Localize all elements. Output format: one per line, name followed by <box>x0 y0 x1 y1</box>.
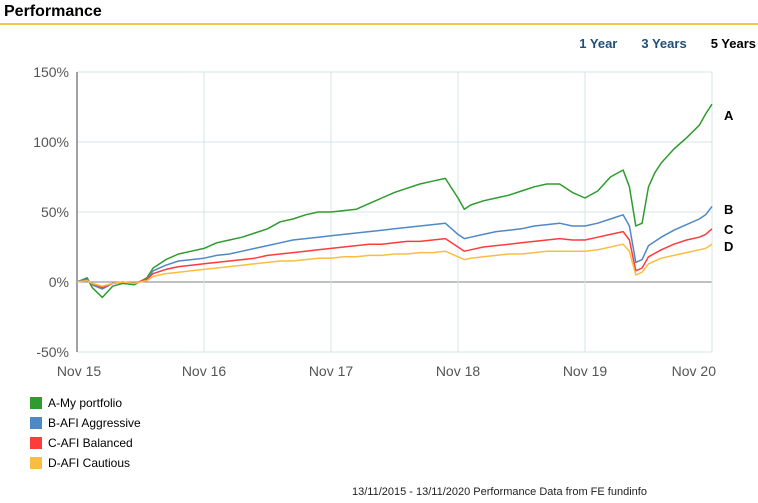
x-tick-label: Nov 17 <box>309 363 354 379</box>
y-tick-label: 0% <box>49 274 69 290</box>
series-line-d <box>76 243 713 287</box>
chart-legend: A-My portfolio B-AFI Aggressive C-AFI Ba… <box>30 393 141 473</box>
x-tick-label: Nov 16 <box>182 363 227 379</box>
legend-item-a[interactable]: A-My portfolio <box>30 393 141 413</box>
end-label-a: A <box>724 108 734 123</box>
x-tick-label: Nov 18 <box>436 363 481 379</box>
period-tabs: 1 Year 3 Years 5 Years <box>579 36 756 51</box>
legend-swatch-c <box>30 437 42 449</box>
performance-chart: 150% 100% 50% 0% -50% Nov 15 Nov 16 Nov 17 Nov 1… <box>33 64 734 379</box>
end-label-b: B <box>724 202 733 217</box>
series-line-a <box>76 103 713 299</box>
series-line-c <box>76 228 713 289</box>
x-tick-label: Nov 20 <box>672 363 717 379</box>
header-divider <box>0 23 758 25</box>
legend-label-b: B-AFI Aggressive <box>48 416 141 430</box>
tab-5-years[interactable]: 5 Years <box>710 36 756 51</box>
legend-swatch-b <box>30 417 42 429</box>
data-source-note: 13/11/2015 - 13/11/2020 Performance Data… <box>352 486 647 498</box>
legend-item-b[interactable]: B-AFI Aggressive <box>30 413 141 433</box>
y-tick-label: 50% <box>41 204 69 220</box>
legend-item-d[interactable]: D-AFI Cautious <box>30 453 141 473</box>
y-tick-label: 100% <box>33 134 69 150</box>
x-tick-label: Nov 19 <box>563 363 608 379</box>
end-label-c: C <box>724 222 734 237</box>
legend-swatch-a <box>30 397 42 409</box>
legend-label-d: D-AFI Cautious <box>48 456 131 470</box>
series-line-b <box>76 205 713 290</box>
series-lines <box>76 103 713 299</box>
tab-3-years[interactable]: 3 Years <box>641 36 687 51</box>
legend-swatch-d <box>30 457 42 469</box>
panel-header: Performance <box>0 0 758 26</box>
end-label-d: D <box>724 239 733 254</box>
legend-item-c[interactable]: C-AFI Balanced <box>30 433 141 453</box>
grid-lines <box>77 71 713 353</box>
tick-labels: 150% 100% 50% 0% -50% Nov 15 Nov 16 Nov 17 Nov 1… <box>33 64 734 379</box>
x-tick-label: Nov 15 <box>57 363 102 379</box>
y-tick-label: 150% <box>33 64 69 80</box>
tab-1-year[interactable]: 1 Year <box>579 36 618 51</box>
panel-title: Performance <box>4 3 102 20</box>
legend-label-c: C-AFI Balanced <box>48 436 133 450</box>
y-tick-label: -50% <box>36 344 69 360</box>
legend-label-a: A-My portfolio <box>48 396 123 410</box>
